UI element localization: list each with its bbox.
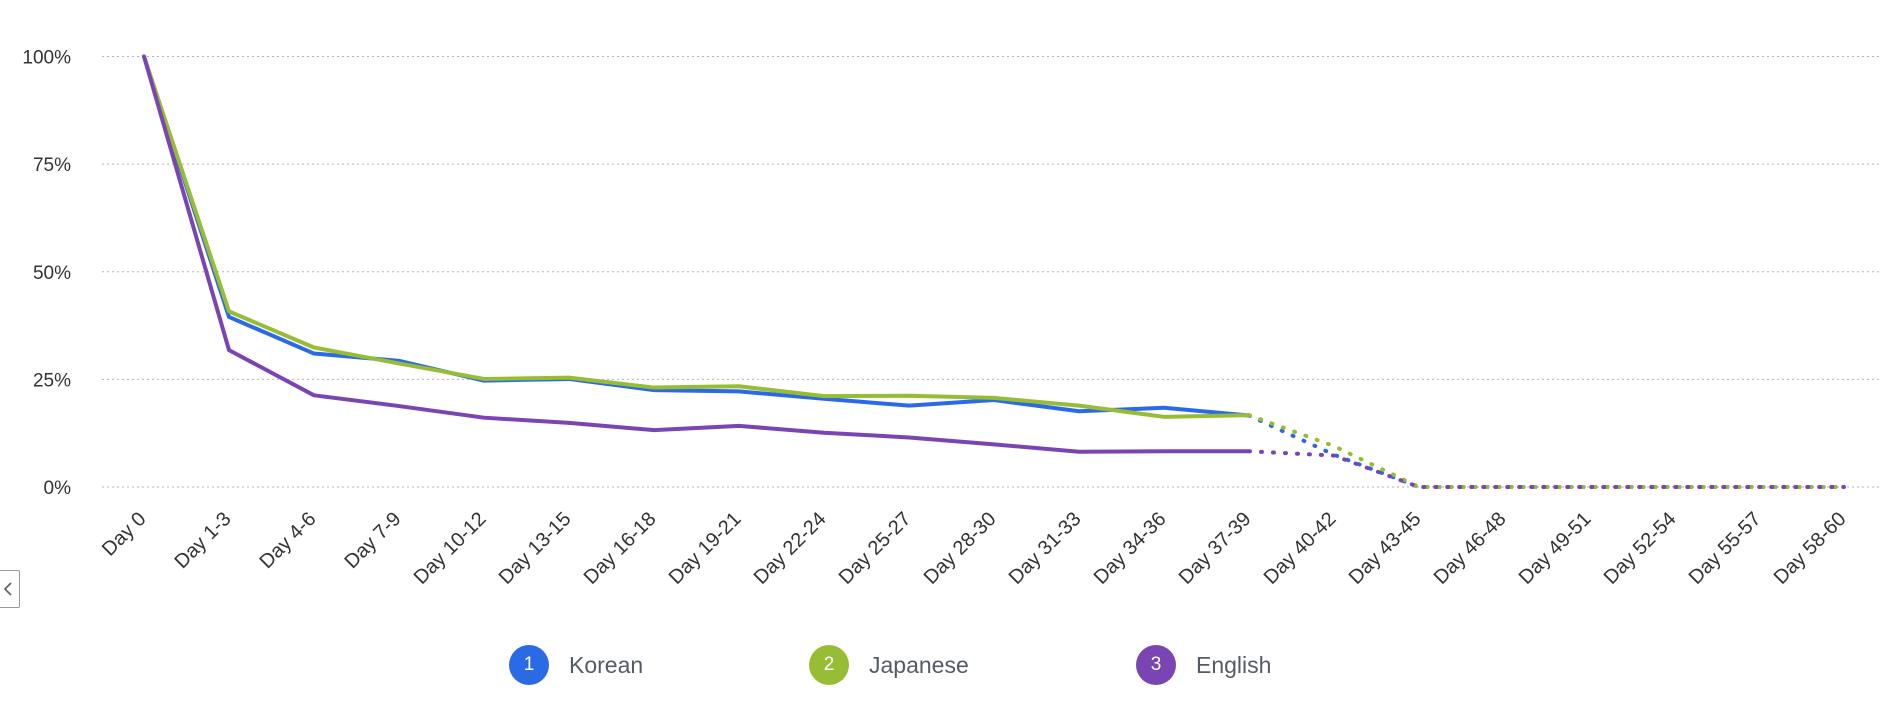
x-tick-label: Day 31-33 [1005,508,1086,589]
x-tick-label: Day 28-30 [920,508,1001,589]
x-tick-label: Day 16-18 [580,508,661,589]
x-axis-tick-labels: Day 0 Day 1-3 Day 4-6 Day 7-9 Day 10-12 Day 1… [98,508,1851,589]
x-tick-label: Day 7-9 [340,508,405,573]
x-tick-label: Day 19-21 [665,508,746,589]
x-tick-label: Day 49-51 [1515,508,1596,589]
series-line-english[interactable] [142,54,1251,454]
x-tick-label: Day 13-15 [495,508,576,589]
y-tick-label: 0% [44,478,72,499]
x-tick-label: Day 43-45 [1345,508,1426,589]
legend-badge-japanese: 2 [809,645,849,685]
series-line-korean[interactable] [142,54,1251,418]
gridlines [102,56,1882,488]
legend-label-korean: Korean [569,651,644,678]
y-tick-label: 25% [33,370,71,391]
x-tick-label: Day 34-36 [1090,508,1171,589]
x-tick-label: Day 1-3 [170,508,235,573]
series-projection-korean [1247,413,1846,489]
x-tick-label: Day 52-54 [1600,508,1681,589]
legend-badge-english: 3 [1136,645,1176,685]
legend-badge-korean: 1 [509,645,549,685]
x-tick-label: Day 40-42 [1260,508,1341,589]
legend-label-english: English [1196,651,1272,678]
x-tick-label: Day 58-60 [1770,508,1851,589]
y-axis-tick-labels: 0% 25% 50% 75% 100% [22,48,71,500]
legend-item-korean[interactable]: 1 Korean [509,642,643,688]
y-tick-label: 75% [33,155,71,176]
legend-item-english[interactable]: 3 English [1136,642,1271,688]
chevron-left-icon [3,582,12,596]
series-lines [142,54,1846,489]
collapse-panel-button[interactable] [0,570,20,608]
x-tick-label: Day 4-6 [255,508,320,573]
y-tick-label: 100% [22,48,71,69]
x-tick-label: Day 46-48 [1430,508,1511,589]
x-tick-label: Day 22-24 [750,508,831,589]
chart-legend: 1 Korean 2 Japanese 3 English [0,642,1882,688]
series-line-japanese[interactable] [142,54,1251,419]
legend-item-japanese[interactable]: 2 Japanese [809,642,969,688]
x-tick-label: Day 25-27 [835,508,916,589]
series-projection-japanese [1247,413,1846,489]
retention-line-chart: 0% 25% 50% 75% 100% Day 0 Day 1-3 Day 4-6 Day 7… [22,48,1882,589]
x-tick-label: Day 37-39 [1175,508,1256,589]
legend-label-japanese: Japanese [869,651,969,678]
x-tick-label: Day 55-57 [1685,508,1766,589]
x-tick-label: Day 0 [98,508,151,561]
y-tick-label: 50% [33,263,71,284]
x-tick-label: Day 10-12 [410,508,491,589]
